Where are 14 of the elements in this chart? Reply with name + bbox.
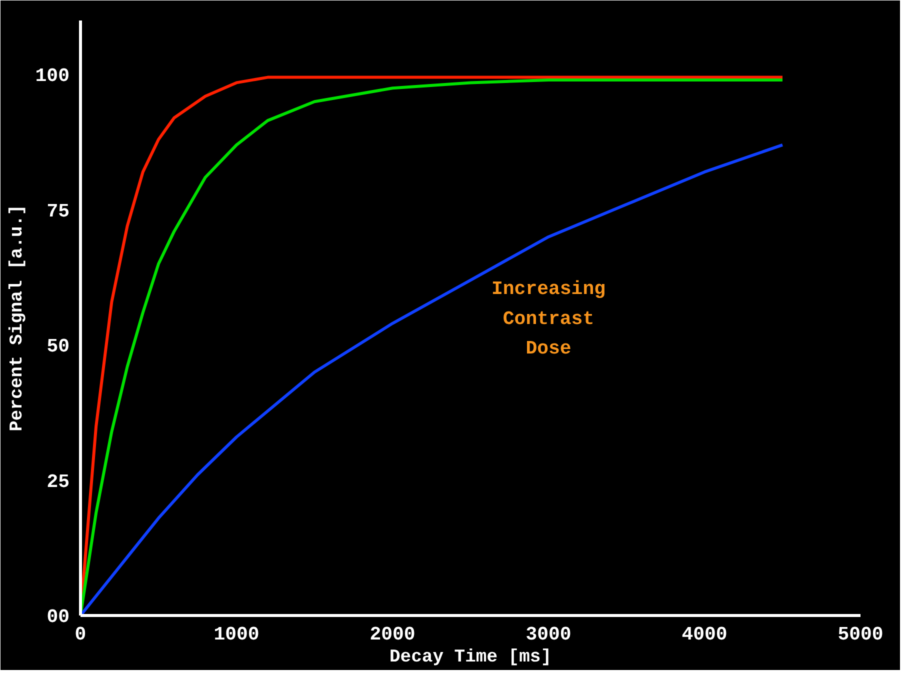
x-tick-label: 3000: [526, 624, 572, 646]
x-tick-label: 5000: [838, 624, 884, 646]
x-axis-title: Decay Time [ms]: [389, 648, 552, 668]
annotation: Increasing Contrast Dose: [491, 278, 606, 360]
y-axis-title: Percent Signal [a.u.]: [7, 204, 28, 432]
y-tick-label: 00: [46, 606, 70, 628]
x-tick-label: 4000: [682, 624, 728, 646]
y-tick-label: 50: [46, 336, 70, 358]
y-tick-label: 100: [35, 65, 70, 88]
y-tick-label: 75: [46, 200, 70, 222]
y-tick-label: 25: [46, 470, 70, 493]
x-tick-label: 2000: [370, 624, 416, 646]
x-tick-label: 0: [74, 624, 86, 646]
x-tick-label: 1000: [214, 624, 260, 646]
